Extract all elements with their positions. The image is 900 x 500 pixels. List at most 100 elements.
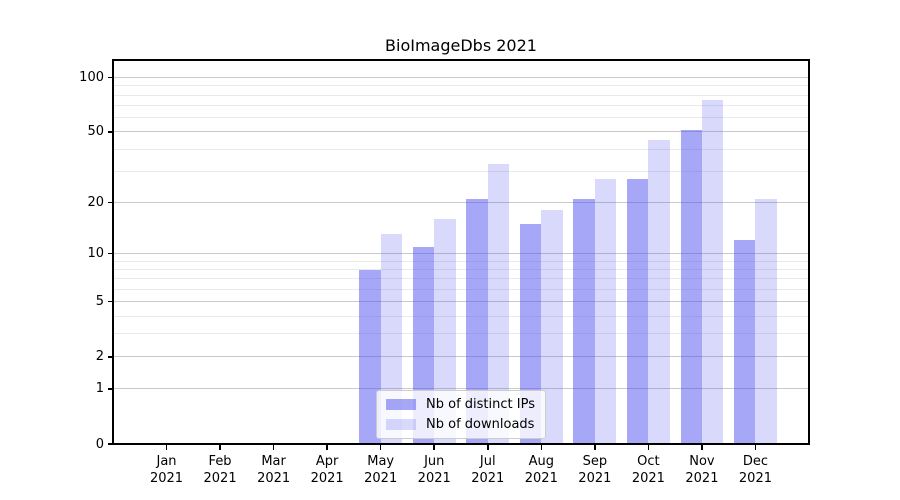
x-tick-month: Jan xyxy=(156,454,177,469)
legend-item-distinct-ips: Nb of distinct IPs xyxy=(386,397,535,412)
gridline-minor xyxy=(113,170,809,172)
x-tick-mark xyxy=(165,445,168,450)
legend-label-distinct-ips: Nb of distinct IPs xyxy=(426,397,535,412)
y-tick-mark xyxy=(108,252,113,255)
x-tick-label-oct: Oct 2021 xyxy=(618,453,678,487)
x-tick-label-mar: Mar 2021 xyxy=(244,453,304,487)
x-tick-year: 2021 xyxy=(578,471,612,486)
x-tick-year: 2021 xyxy=(257,471,291,486)
x-tick-mark xyxy=(433,445,435,450)
bar-nb-of-downloads-sep xyxy=(594,179,617,444)
bar-nb-of-distinct-ips-may xyxy=(359,269,381,444)
x-tick-label-sep: Sep 2021 xyxy=(565,453,625,487)
x-tick-label-may: May 2021 xyxy=(351,453,411,487)
x-tick-mark xyxy=(219,445,221,450)
x-tick-label-feb: Feb 2021 xyxy=(190,453,250,487)
y-tick-label: 100 xyxy=(79,70,104,86)
gridline-major xyxy=(113,356,809,358)
gridline-major xyxy=(113,253,809,255)
x-tick-mark xyxy=(272,445,275,450)
x-tick-month: Oct xyxy=(637,454,660,469)
x-tick-year: 2021 xyxy=(310,471,344,486)
gridline-minor xyxy=(113,333,809,335)
y-tick-mark xyxy=(108,388,113,390)
x-tick-year: 2021 xyxy=(738,471,772,486)
x-tick-month: Mar xyxy=(261,454,286,469)
gridline-minor xyxy=(113,117,809,119)
legend-swatch-distinct-ips xyxy=(386,399,417,410)
bar-nb-of-downloads-dec xyxy=(755,198,777,444)
gridline-minor xyxy=(113,315,809,317)
bar-nb-of-downloads-jul xyxy=(487,164,510,444)
x-tick-mark xyxy=(701,445,703,450)
gridline-major xyxy=(113,301,809,303)
bar-nb-of-downloads-jun xyxy=(434,219,456,444)
x-tick-mark xyxy=(379,445,382,450)
x-tick-month: Jun xyxy=(424,454,445,469)
x-tick-year: 2021 xyxy=(417,471,451,486)
y-tick-mark xyxy=(108,76,113,79)
legend-item-downloads: Nb of downloads xyxy=(386,417,535,432)
x-tick-month: Sep xyxy=(582,454,608,469)
x-tick-mark xyxy=(540,445,543,450)
y-tick-label: 0 xyxy=(95,436,104,452)
x-tick-mark xyxy=(594,445,596,450)
x-tick-month: Dec xyxy=(742,454,769,469)
x-tick-month: Aug xyxy=(528,454,554,469)
x-tick-month: Feb xyxy=(208,454,232,469)
x-tick-year: 2021 xyxy=(471,471,505,486)
y-tick-label: 1 xyxy=(95,381,104,397)
x-tick-year: 2021 xyxy=(524,471,558,486)
gridline-minor xyxy=(113,94,809,96)
gridline-minor xyxy=(113,288,809,290)
y-tick-mark xyxy=(108,443,113,445)
bar-nb-of-distinct-ips-oct xyxy=(626,179,649,444)
x-tick-month: Nov xyxy=(689,454,715,469)
bar-nb-of-distinct-ips-sep xyxy=(573,198,595,444)
bar-nb-of-distinct-ips-nov xyxy=(680,130,702,444)
y-tick-label: 50 xyxy=(87,124,104,140)
y-tick-label: 5 xyxy=(95,294,104,310)
x-tick-month: May xyxy=(367,454,395,469)
bar-nb-of-downloads-oct xyxy=(648,140,670,444)
x-tick-label-jul: Jul 2021 xyxy=(458,453,518,487)
y-tick-label: 2 xyxy=(95,349,104,365)
bar-nb-of-downloads-aug xyxy=(541,210,563,444)
gridline-minor xyxy=(113,105,809,107)
x-tick-label-nov: Nov 2021 xyxy=(672,453,732,487)
y-tick-mark xyxy=(108,201,113,203)
x-tick-label-jun: Jun 2021 xyxy=(404,453,464,487)
legend-label-downloads: Nb of downloads xyxy=(426,417,535,432)
x-tick-mark xyxy=(647,445,650,450)
x-tick-year: 2021 xyxy=(203,471,237,486)
x-tick-mark xyxy=(487,445,489,450)
gridline-minor xyxy=(113,278,809,280)
chart-title: BioImageDbs 2021 xyxy=(385,36,537,55)
x-tick-label-aug: Aug 2021 xyxy=(511,453,571,487)
gridline-major xyxy=(113,388,809,390)
bar-nb-of-distinct-ips-dec xyxy=(734,240,756,444)
gridline-minor xyxy=(113,269,809,271)
x-tick-label-apr: Apr 2021 xyxy=(297,453,357,487)
gridline-minor xyxy=(113,148,809,150)
bar-nb-of-downloads-nov xyxy=(701,100,724,444)
y-tick-mark xyxy=(108,300,113,303)
gridline-minor xyxy=(113,260,809,262)
x-tick-mark xyxy=(326,445,328,450)
x-tick-year: 2021 xyxy=(631,471,665,486)
gridline-minor xyxy=(113,85,809,87)
x-tick-year: 2021 xyxy=(685,471,719,486)
y-tick-label: 10 xyxy=(87,246,104,262)
x-tick-label-jan: Jan 2021 xyxy=(137,453,197,487)
x-tick-label-dec: Dec 2021 xyxy=(725,453,785,487)
legend: Nb of distinct IPs Nb of downloads xyxy=(376,390,546,439)
x-tick-month: Apr xyxy=(315,454,339,469)
x-tick-mark xyxy=(754,445,757,450)
x-tick-month: Jul xyxy=(479,454,496,469)
y-tick-mark xyxy=(108,131,113,133)
gridline-major xyxy=(113,77,809,79)
gridline-major xyxy=(113,131,809,133)
x-tick-year: 2021 xyxy=(149,471,184,486)
x-tick-year: 2021 xyxy=(364,471,398,486)
